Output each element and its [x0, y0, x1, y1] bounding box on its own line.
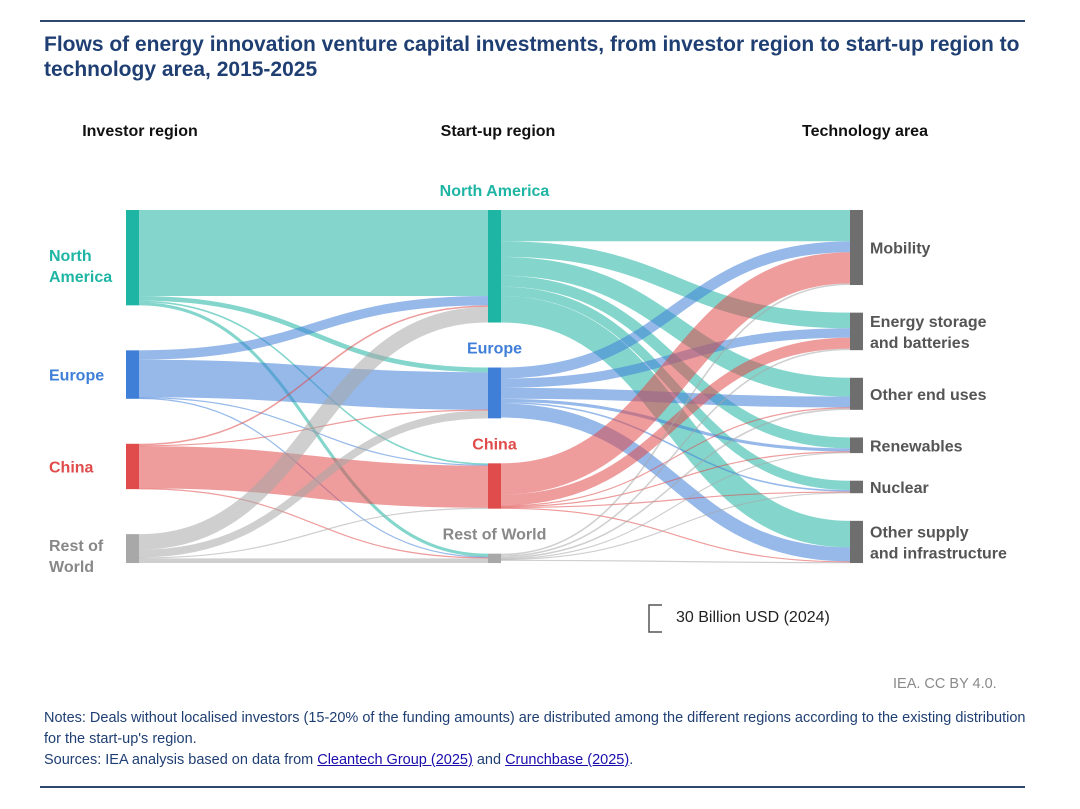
link-inv_eu-to-st_eu — [138, 359, 489, 410]
footer-notes: Notes: Deals without localised investors… — [44, 708, 1029, 771]
cleantech-link[interactable]: Cleantech Group (2025) — [317, 752, 473, 768]
label-t_nuc: Nuclear — [870, 480, 929, 497]
sources-suffix: . — [629, 752, 634, 768]
node-t_mob — [850, 210, 863, 286]
link-st_cn-to-t_nuc — [500, 491, 851, 509]
link-inv_cn-to-st_na — [138, 305, 489, 446]
link-st_row-to-t_osi — [500, 559, 851, 564]
chart-title: Flows of energy innovation venture capit… — [44, 33, 1020, 81]
label-inv_na: North America — [49, 248, 112, 286]
column-header-startup: Start-up region — [441, 123, 556, 140]
node-inv_na — [126, 210, 139, 306]
link-st_row-to-t_oeu — [500, 408, 851, 559]
link-st_cn-to-t_osi — [500, 507, 851, 563]
label-t_mob: Mobility — [870, 241, 931, 258]
link-inv_row-to-st_na — [138, 306, 489, 550]
node-st_eu — [488, 367, 501, 419]
label-t_es: Energy storage and batteries — [870, 314, 987, 352]
scale-bracket — [648, 604, 662, 633]
label-st_cn: China — [472, 436, 517, 453]
node-t_nuc — [850, 480, 863, 494]
label-t_oeu: Other end uses — [870, 387, 987, 404]
sankey-nodes — [126, 210, 863, 564]
link-st_row-to-t_es — [500, 348, 851, 557]
sources-middle: and — [472, 752, 506, 768]
node-inv_cn — [126, 443, 139, 490]
label-st_row: Rest of World — [443, 527, 547, 544]
node-st_cn — [488, 463, 501, 509]
sources-line: Sources: IEA analysis based on data from… — [44, 750, 1029, 771]
node-inv_row — [126, 534, 139, 564]
column-header-investor: Investor region — [82, 123, 198, 140]
label-st_eu: Europe — [467, 341, 522, 358]
link-st_cn-to-t_oeu — [500, 407, 851, 507]
sankey-chart: Investor region Start-up region Technolo… — [49, 123, 1007, 633]
link-inv_eu-to-st_na — [138, 295, 489, 360]
scale-legend: 30 Billion USD (2024) — [648, 604, 830, 633]
bottom-rule — [40, 786, 1025, 788]
sankey-links — [138, 209, 851, 564]
link-st_cn-to-t_es — [500, 337, 851, 506]
label-t_osi: Other supply and infrastructure — [870, 524, 1007, 562]
link-inv_na-to-st_eu — [138, 295, 489, 373]
link-inv_row-to-st_cn — [138, 507, 489, 559]
sankey-labels: North America Europe China Rest of World North… — [49, 183, 1007, 576]
link-st_row-to-t_ren — [500, 452, 851, 560]
link-st_row-to-t_nuc — [500, 492, 851, 561]
node-st_na — [488, 210, 501, 323]
node-t_ren — [850, 437, 863, 454]
link-st_na-to-t_oeu — [500, 256, 851, 397]
link-st_na-to-t_es — [500, 241, 851, 329]
node-inv_eu — [126, 350, 139, 399]
top-rule — [40, 20, 1025, 22]
credit-text: IEA. CC BY 4.0. — [893, 676, 997, 692]
label-inv_cn: China — [49, 459, 94, 476]
label-inv_row: Rest of World — [49, 538, 104, 576]
link-st_row-to-t_mob — [500, 283, 851, 556]
link-st_eu-to-t_nuc — [500, 401, 851, 492]
node-t_osi — [850, 520, 863, 564]
link-st_eu-to-t_mob — [500, 241, 851, 379]
crunchbase-link[interactable]: Crunchbase (2025) — [505, 752, 630, 768]
node-st_row — [488, 553, 501, 564]
link-inv_cn-to-st_row — [138, 488, 489, 559]
notes-text: Notes: Deals without localised investors… — [44, 710, 1026, 747]
label-inv_eu: Europe — [49, 368, 104, 385]
sources-prefix: Sources: IEA analysis based on data from — [44, 752, 318, 768]
column-header-technology: Technology area — [802, 123, 928, 140]
link-st_cn-to-t_mob — [500, 252, 851, 495]
node-t_oeu — [850, 377, 863, 410]
link-inv_cn-to-st_cn — [138, 446, 489, 508]
link-st_cn-to-t_ren — [500, 451, 851, 508]
label-t_ren: Renewables — [870, 438, 963, 455]
scale-legend-label: 30 Billion USD (2024) — [676, 609, 830, 626]
link-inv_row-to-st_eu — [138, 410, 489, 558]
node-t_es — [850, 312, 863, 351]
label-st_na: North America — [440, 183, 550, 200]
